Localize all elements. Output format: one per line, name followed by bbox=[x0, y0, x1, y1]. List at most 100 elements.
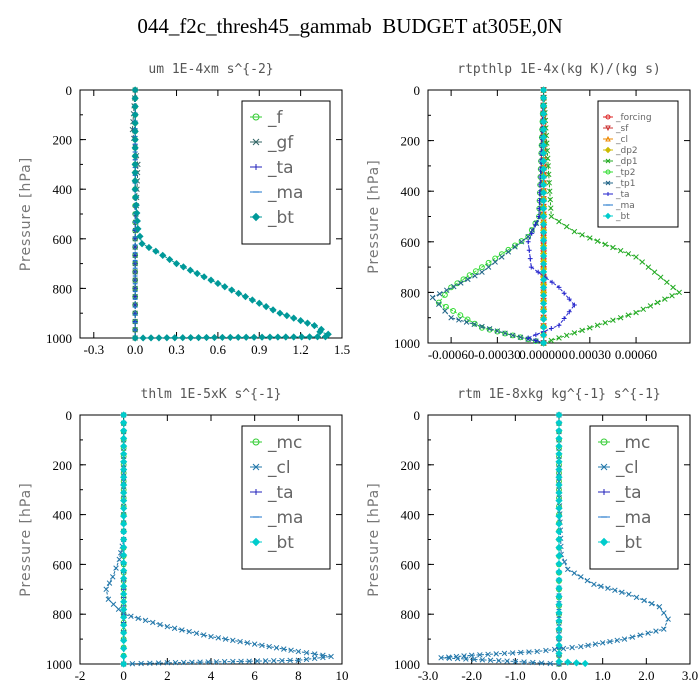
x-tick-label: -2 bbox=[75, 668, 86, 683]
series-marker bbox=[571, 570, 578, 576]
legend-label: _bt bbox=[615, 533, 642, 553]
series-marker bbox=[120, 629, 128, 637]
y-tick-label: 800 bbox=[53, 607, 73, 622]
series-marker bbox=[271, 657, 277, 664]
legend-label: _ta bbox=[615, 483, 642, 503]
series-marker bbox=[517, 334, 524, 341]
series-marker bbox=[311, 655, 318, 662]
series-marker bbox=[234, 289, 243, 297]
series-marker bbox=[555, 649, 563, 657]
legend-label: _dp1 bbox=[615, 157, 638, 167]
panel-title: rtm 1E-8xkg kg^{-1} s^{-1} bbox=[457, 387, 661, 402]
series-marker bbox=[446, 655, 453, 661]
series-marker bbox=[539, 315, 548, 323]
series-marker bbox=[450, 308, 457, 314]
series-marker bbox=[555, 576, 563, 584]
series-marker bbox=[172, 259, 181, 268]
series-marker bbox=[556, 335, 562, 341]
series-marker bbox=[529, 230, 535, 236]
series-marker bbox=[171, 625, 178, 632]
series-marker bbox=[454, 655, 461, 662]
series-marker bbox=[287, 657, 293, 664]
series-marker bbox=[594, 238, 601, 244]
x-tick-label: 0.000000 bbox=[519, 347, 568, 362]
series-marker bbox=[120, 644, 128, 653]
series-marker bbox=[120, 637, 128, 645]
series-marker bbox=[645, 264, 652, 270]
series-marker bbox=[591, 581, 597, 588]
series-marker bbox=[120, 582, 128, 590]
series-marker bbox=[587, 325, 593, 331]
x-tick-label: 1.2 bbox=[293, 342, 309, 357]
legend-marker bbox=[253, 164, 259, 170]
series-marker bbox=[555, 641, 563, 649]
series-marker bbox=[561, 316, 567, 321]
series-marker bbox=[241, 293, 250, 301]
series-marker bbox=[230, 658, 236, 665]
series-marker bbox=[555, 625, 563, 633]
series-marker bbox=[665, 616, 671, 622]
series-marker bbox=[626, 591, 632, 598]
series-marker bbox=[661, 610, 667, 616]
series-marker bbox=[547, 660, 554, 667]
series-marker bbox=[645, 630, 651, 636]
series-marker bbox=[639, 259, 645, 265]
series-marker bbox=[479, 657, 486, 663]
series-line bbox=[438, 89, 545, 344]
series-marker bbox=[120, 450, 128, 458]
series-marker bbox=[555, 535, 563, 544]
series-marker bbox=[617, 247, 624, 254]
y-tick-label: 600 bbox=[401, 235, 421, 250]
series-marker bbox=[282, 333, 290, 341]
y-tick-label: 0 bbox=[414, 408, 421, 423]
series-marker bbox=[485, 259, 492, 266]
series-marker bbox=[120, 567, 128, 575]
series-marker bbox=[120, 512, 128, 520]
series-marker bbox=[321, 333, 330, 341]
legend-label: _gf bbox=[267, 133, 294, 153]
x-tick-label: 1.0 bbox=[595, 668, 611, 683]
series-marker bbox=[539, 165, 548, 173]
series-marker bbox=[555, 512, 563, 520]
series-marker bbox=[472, 273, 478, 279]
series-marker bbox=[221, 283, 229, 291]
series-marker bbox=[328, 653, 334, 660]
y-tick-label: 200 bbox=[401, 134, 421, 149]
legend-marker bbox=[605, 180, 611, 186]
series-marker bbox=[120, 504, 128, 512]
series-marker bbox=[436, 301, 442, 307]
series-marker bbox=[180, 659, 187, 666]
series-marker bbox=[533, 338, 539, 343]
series-marker bbox=[131, 177, 139, 185]
series-marker bbox=[226, 333, 234, 341]
series-marker bbox=[598, 583, 604, 590]
series-marker bbox=[539, 197, 548, 205]
series-marker bbox=[448, 314, 454, 321]
series-marker bbox=[555, 481, 563, 489]
series-marker bbox=[479, 269, 485, 275]
series-marker bbox=[555, 600, 563, 609]
x-tick-label: 3.0 bbox=[682, 668, 698, 683]
series-marker bbox=[205, 659, 212, 665]
series-marker bbox=[539, 276, 548, 284]
series-marker bbox=[131, 160, 139, 169]
series-marker bbox=[633, 594, 640, 601]
x-tick-label: -3.0 bbox=[418, 668, 439, 683]
series-marker bbox=[548, 205, 554, 211]
series-marker bbox=[442, 292, 448, 298]
legend-label: _mc bbox=[267, 433, 302, 453]
series-marker bbox=[465, 276, 471, 283]
legend-marker bbox=[605, 158, 611, 164]
series-marker bbox=[572, 659, 581, 667]
legend-label: _mc bbox=[615, 433, 650, 453]
y-tick-label: 1000 bbox=[394, 657, 420, 672]
series-marker bbox=[131, 144, 139, 152]
series-marker bbox=[466, 272, 473, 279]
series-marker bbox=[120, 481, 128, 489]
series-marker bbox=[120, 598, 128, 606]
series-marker bbox=[545, 163, 551, 169]
series-marker bbox=[555, 633, 563, 641]
series-marker bbox=[477, 652, 483, 658]
y-tick-label: 400 bbox=[53, 182, 73, 197]
series-marker bbox=[602, 241, 608, 248]
